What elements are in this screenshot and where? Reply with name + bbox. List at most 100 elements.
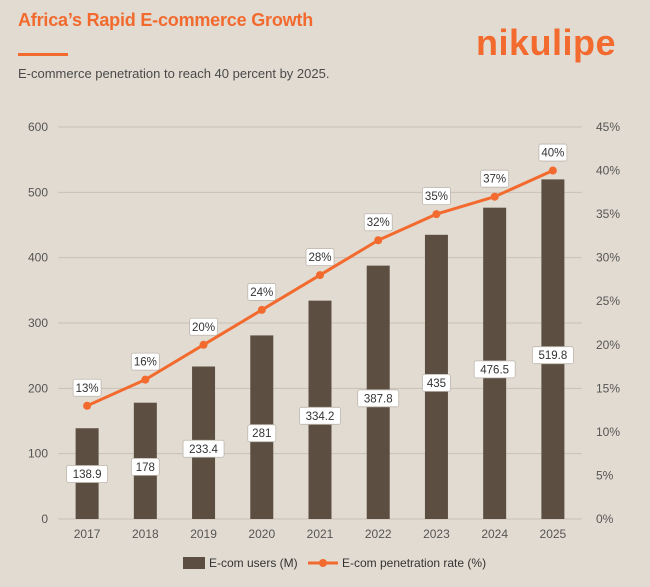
right-axis: 0% 5% 10% 15% 20% 25% 30% 35% 40% 45% [596,120,620,526]
bar-data-label-box [473,360,516,379]
line-data-label-box [189,317,218,336]
line-data-label-text: 13% [76,383,99,395]
right-tick-label: 0% [596,512,614,526]
line-data-label-text: 20% [192,322,215,334]
line-point [257,305,266,314]
bar-data-label: 281 [247,424,277,443]
bar-data-labels: 138.9 178 233.4 281 334.2 387.8 435 476.5 519.8 [66,346,574,483]
line-data-labels: 13% 16% 20% 24% 28% 32% 35% 37% 40% [72,143,568,397]
bar-data-label: 476.5 [473,360,516,379]
bar-data-label-box [299,406,341,425]
bar-data-label: 334.2 [299,406,341,425]
right-tick-label: 20% [596,338,620,352]
bar-data-label-text: 387.8 [364,393,393,405]
bar-data-label: 435 [422,373,451,392]
bar-data-label-text: 476.5 [480,364,509,376]
bar-data-label: 178 [130,457,160,476]
line-data-label-box [422,187,451,206]
line-data-label-text: 35% [425,191,448,203]
x-tick-label: 2017 [74,527,101,541]
left-tick-label: 100 [28,447,48,461]
bar-data-label-text: 334.2 [306,411,335,423]
left-tick-label: 600 [28,120,48,134]
bar-data-label-text: 435 [427,378,446,390]
legend-line-marker [319,559,327,567]
line-point [199,340,208,349]
legend: E-com users (M) E-com penetration rate (%… [183,556,486,570]
x-tick-label: 2023 [423,527,450,541]
bar-data-label-box [130,457,160,476]
bar-data-label: 519.8 [531,346,574,365]
bar-data-label-text: 281 [252,428,271,440]
line-data-label: 40% [538,143,568,162]
left-tick-label: 400 [28,251,48,265]
x-tick-label: 2018 [132,527,159,541]
bar-data-label-text: 178 [136,462,155,474]
line-point [432,210,441,219]
chart-title: Africa’s Rapid E-commerce Growth [18,10,314,30]
x-axis: 2017 2018 2019 2020 2021 2022 2023 2024 2025 [74,527,567,541]
bar-data-label-text: 233.4 [189,444,218,456]
x-tick-label: 2024 [481,527,508,541]
legend-line-label: E-com penetration rate (%) [342,556,486,570]
line-point [548,166,557,175]
line-point [316,271,324,280]
line-data-label: 13% [72,378,102,397]
line-data-label: 16% [130,352,160,371]
line-series [83,166,557,410]
line-data-label-box [305,248,335,266]
line-data-label: 32% [363,213,393,232]
line-point [374,236,383,245]
line-data-label-box [538,143,568,162]
right-tick-label: 40% [596,164,620,178]
left-tick-label: 0 [41,512,48,526]
legend-bar-label: E-com users (M) [209,556,298,570]
right-tick-label: 30% [596,251,620,265]
legend-bar-swatch [183,557,205,569]
bar-data-label: 387.8 [357,389,400,408]
brand-logo: nikulipe [476,22,617,63]
bar-data-label-box [247,424,277,443]
left-tick-label: 200 [28,381,48,395]
line-data-label-box [130,352,160,371]
bar-data-label-box [357,389,400,408]
bar-data-label-text: 138.9 [73,469,102,481]
title-underline [18,53,68,56]
line-data-label-box [72,378,102,397]
x-tick-label: 2022 [365,527,392,541]
line-data-label-text: 16% [134,357,157,369]
line-data-label: 28% [305,248,335,266]
line-data-label-box [363,213,393,232]
line-data-label-text: 32% [367,217,390,229]
line-data-label: 37% [480,169,510,188]
x-tick-label: 2025 [540,527,567,541]
right-tick-label: 15% [596,381,620,395]
right-tick-label: 25% [596,294,620,308]
bar-data-label-box [182,439,225,458]
line-data-label-box [247,283,277,301]
x-tick-label: 2019 [190,527,217,541]
right-tick-label: 10% [596,425,620,439]
line-point [490,192,499,201]
left-axis: 0 100 200 300 400 500 600 [28,120,48,526]
bar-data-label-box [531,346,574,365]
line-data-label-text: 40% [541,148,564,160]
line-data-label: 24% [247,283,277,301]
line-data-label: 20% [189,317,218,336]
bar-data-label-text: 519.8 [538,350,567,362]
line-point [141,375,150,384]
right-tick-label: 5% [596,468,614,482]
chart-subtitle: E-commerce penetration to reach 40 perce… [18,66,330,81]
line-point [83,401,92,410]
left-tick-label: 300 [28,316,48,330]
right-tick-label: 45% [596,120,620,134]
line-data-label-text: 24% [250,287,273,299]
bar-data-label-box [66,465,109,483]
bar-data-label: 138.9 [66,465,109,483]
line-data-label-text: 28% [308,252,331,264]
right-tick-label: 35% [596,207,620,221]
x-tick-label: 2020 [248,527,275,541]
line-data-label-box [480,169,510,188]
